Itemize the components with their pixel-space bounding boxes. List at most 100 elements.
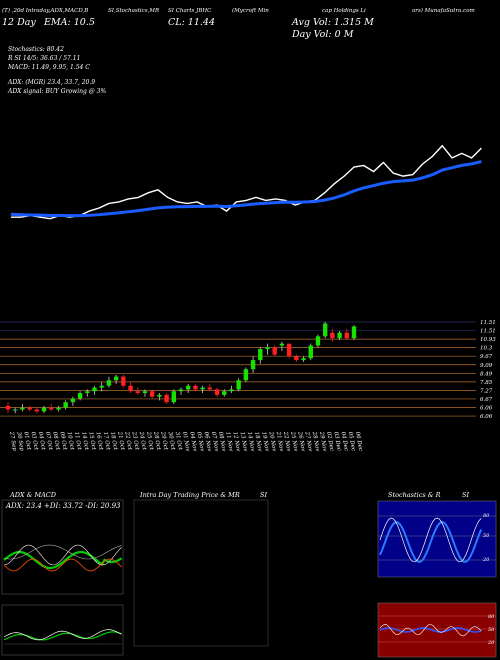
candle-body (178, 389, 184, 392)
date-tick-label: 12 Nov (231, 431, 241, 453)
candle-body (20, 407, 25, 410)
candle-body (70, 398, 76, 403)
price-chart: 11.51 11.51 10.93 10.3 9.67 9.09 8.49 7.85 7.27 6… (0, 144, 496, 453)
price-tick-label: 9.67 (480, 354, 493, 360)
rsi-tick-20: 20 (488, 640, 495, 646)
date-tick-label: 26 Nov (296, 430, 306, 453)
date-tick-label: 14 Nov (246, 431, 256, 453)
price-tick-label: 7.27 (480, 388, 493, 394)
candle-body (222, 391, 227, 395)
candle-body (99, 385, 104, 388)
date-tick-label: 23 Oct (130, 430, 139, 451)
header-line1-c: SI Charts JBHC (168, 8, 212, 14)
candle-body (56, 407, 61, 410)
day-volume: Day Vol: 0 M (292, 29, 354, 40)
price-tick-label: 10.3 (480, 346, 493, 352)
candle-body (142, 391, 148, 394)
date-tick-label: 28 Nov (311, 430, 321, 453)
date-tick-label: 15 Oct (87, 431, 96, 451)
stoch-title: Stochastics & R (388, 491, 441, 499)
price-tick-label: 9.09 (480, 363, 493, 369)
rsi-tick-80: 80 (488, 614, 495, 620)
intraday-title-2: SI (260, 491, 268, 499)
date-tick-label: 03 Dec (332, 431, 341, 451)
candle-body (243, 369, 249, 381)
date-tick-label: 08 Oct (51, 431, 60, 451)
date-tick-label: 30 Oct (167, 431, 176, 451)
candle-body (121, 376, 126, 386)
candle-body (135, 391, 140, 394)
candle-body (265, 347, 270, 350)
adx-plus-di-line (3, 550, 123, 570)
date-tick-label: 04 Nov (188, 431, 198, 453)
intraday-panel (133, 499, 269, 647)
candle-body (92, 387, 97, 392)
date-tick-label: 13 Nov (239, 431, 249, 453)
date-tick-label: 29 Nov (318, 430, 328, 453)
candle-body (250, 360, 256, 370)
stoch-tick-20: 20 (483, 557, 490, 563)
header-12-day: 12 Day (2, 17, 36, 28)
stoch-d-line (379, 520, 483, 564)
rsi-line (379, 624, 482, 637)
candle-body (128, 385, 133, 392)
date-tick-label: 04 Oct (37, 431, 46, 451)
header-line1-d: (Mycroft Min (232, 8, 269, 14)
candle-body (164, 394, 169, 403)
stoch-k-line (379, 517, 482, 563)
date-tick-label: 21 Oct (116, 430, 125, 451)
candle-body (308, 345, 313, 359)
rsi-panel (377, 602, 497, 658)
rsi-value: R SI 14/5: 36.63 / 57.11 (8, 55, 81, 62)
candle-body (113, 376, 119, 381)
date-tick-label: 29 Oct (159, 430, 168, 451)
price-tick-label: 8.49 (480, 371, 493, 377)
header-line1-a: (T) ,20d Intraday,ADX,MACD,B (2, 8, 89, 14)
price-tick-label: 6.06 (480, 414, 493, 420)
macd-lines (3, 629, 122, 645)
ema-value: EMA: 10.5 (44, 17, 95, 28)
header-line1-e: cap Holdings Li (322, 8, 366, 14)
adx-panel-values: ADX: 23.4 +DI: 33.72 -DI: 20.93 (6, 502, 121, 510)
adx-lines (3, 544, 123, 572)
candle-body (49, 407, 54, 410)
candle-body (85, 391, 90, 394)
date-tick-label: 30 Sep (15, 431, 24, 452)
date-tick-label: 18 Oct (109, 431, 118, 451)
candle-body (193, 385, 198, 390)
price-tick-label: 11.51 (480, 329, 496, 335)
stochastics-value: Stochastics: 80.42 (8, 46, 64, 53)
candle-body (171, 391, 176, 403)
avg-volume: Avg Vol: 1.315 M (292, 17, 374, 28)
candle-body (286, 343, 292, 357)
adx-minus-di-line (3, 558, 122, 572)
date-tick-label: 16 Oct (95, 431, 104, 451)
date-tick-label: 09 Oct (58, 431, 67, 451)
date-tick-label: 02 Dec (325, 431, 334, 451)
candle-body (63, 402, 68, 408)
stoch-tick-50: 50 (483, 533, 490, 539)
candle-body (279, 343, 285, 346)
price-tick-label: 10.93 (480, 337, 496, 343)
date-tick-label: 17 Oct (102, 431, 111, 451)
ema-line (10, 160, 482, 218)
price-tick-label: 6.67 (480, 397, 493, 403)
date-tick-label: 11 Nov (224, 431, 234, 453)
candle-body (157, 394, 162, 397)
header-line1-f: ors) MunafaSutra.com (412, 8, 475, 14)
adx-line (3, 544, 122, 566)
candle-body (5, 405, 11, 410)
adx-aux-line (3, 544, 122, 560)
rsi-smooth-line (379, 627, 482, 633)
stochastics-panel (377, 500, 497, 578)
macd-panel (1, 604, 124, 656)
date-tick-label: 04 Dec (340, 431, 349, 451)
date-tick-label: 19 Nov (260, 431, 270, 453)
adx-value: ADX: (MGR) 23.4, 33.7, 20.9 (8, 79, 96, 86)
candle-body (200, 387, 205, 390)
candle-body (322, 323, 328, 337)
date-tick-label: 31 Oct (174, 431, 183, 451)
date-tick-label: 01 Oct (22, 431, 31, 451)
candle-body (337, 332, 342, 339)
